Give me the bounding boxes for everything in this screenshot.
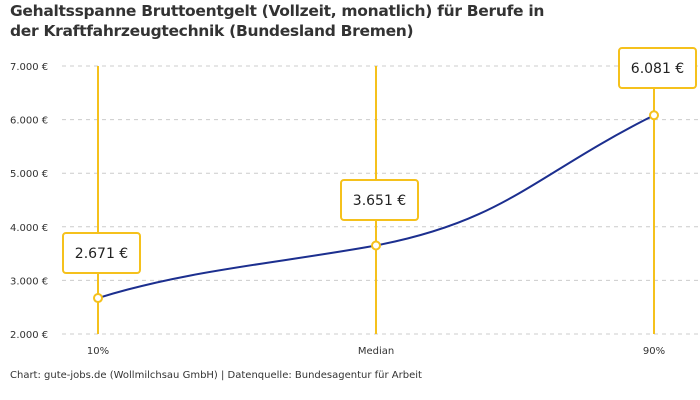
y-tick-label: 6.000 €: [10, 116, 48, 127]
value-label: 2.671 €: [75, 246, 128, 262]
x-tick-label: 10%: [87, 346, 109, 357]
chart-credit: Chart: gute-jobs.de (Wollmilchsau GmbH) …: [10, 370, 422, 381]
x-tick-label: Median: [358, 346, 394, 357]
data-point: [93, 293, 103, 304]
y-tick-label: 2.000 €: [10, 330, 48, 341]
chart-title: Gehaltsspanne Bruttoentgelt (Vollzeit, m…: [10, 2, 545, 40]
y-tick-label: 7.000 €: [10, 62, 48, 73]
value-label-box: [340, 179, 419, 221]
y-tick-label: 5.000 €: [10, 169, 48, 180]
value-label: 6.081 €: [631, 61, 684, 77]
value-label: 3.651 €: [353, 193, 406, 209]
data-point: [371, 240, 381, 251]
data-point: [649, 110, 659, 121]
value-label-box: [62, 232, 141, 274]
value-label-box: [618, 47, 697, 89]
x-tick-label: 90%: [643, 346, 665, 357]
y-tick-label: 3.000 €: [10, 276, 48, 287]
y-tick-label: 4.000 €: [10, 223, 48, 234]
